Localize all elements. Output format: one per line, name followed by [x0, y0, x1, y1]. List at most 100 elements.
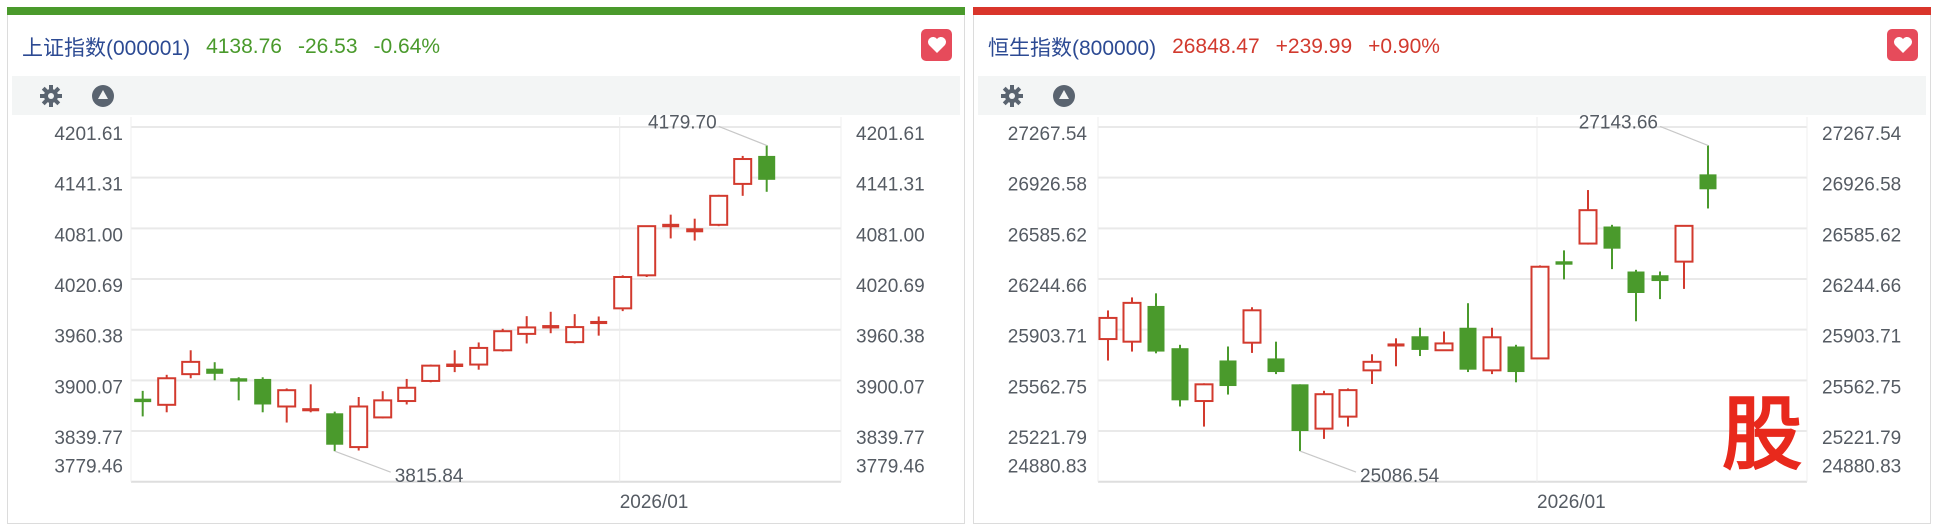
y-tick-label-left: 3839.77: [54, 428, 123, 449]
quote-header: 上证指数(000001) 4138.76 -26.53 -0.64%: [22, 33, 440, 61]
y-tick-label-right: 4020.69: [856, 276, 925, 297]
y-tick-label-left: 4201.61: [54, 124, 123, 145]
y-tick-label-left: 26244.66: [1008, 276, 1087, 297]
candle-body: [1699, 174, 1717, 190]
candle-body: [1411, 336, 1429, 350]
min-callout-line: [1299, 450, 1357, 473]
candle-body: [1578, 209, 1598, 245]
index-name[interactable]: 上证指数(000001): [22, 37, 191, 60]
max-label: 4179.70: [648, 112, 717, 133]
hsi-index-panel: 恒生指数(800000) 26848.47 +239.99 +0.90% 272…: [973, 7, 1931, 524]
candle-body: [1482, 336, 1502, 372]
y-tick-label-left: 3960.38: [54, 327, 123, 348]
index-change: -26.53: [297, 35, 358, 58]
y-tick-label-left: 3779.46: [54, 457, 123, 478]
candle-body: [1242, 309, 1262, 344]
candle-body: [326, 413, 344, 445]
min-callout-line: [334, 450, 391, 473]
candle-body: [1314, 393, 1334, 430]
y-tick-label-left: 4081.00: [54, 225, 123, 246]
candle-body: [206, 368, 224, 374]
candle-body: [662, 223, 680, 228]
candle-body: [758, 155, 776, 180]
gear-icon[interactable]: [1000, 84, 1024, 108]
y-tick-label-right: 26926.58: [1822, 175, 1901, 196]
y-tick-label-right: 25903.71: [1822, 327, 1901, 348]
candlestick-chart[interactable]: 27267.54 27267.54 26926.58 26926.58 26585.62…: [974, 0, 1932, 528]
candle-body: [446, 363, 464, 367]
y-tick-label-left: 26585.62: [1008, 225, 1087, 246]
index-change: +239.99: [1275, 35, 1353, 58]
candle-body: [565, 326, 585, 344]
y-tick-label-right: 3900.07: [856, 377, 925, 398]
candle-body: [421, 364, 441, 382]
min-label: 25086.54: [1360, 466, 1440, 487]
index-change-pct: -0.64%: [373, 35, 441, 58]
candle-body: [1219, 360, 1237, 387]
candle-body: [1098, 316, 1118, 341]
candle-body: [1459, 327, 1477, 370]
min-label: 3815.84: [395, 466, 464, 487]
candle-body: [1291, 384, 1309, 432]
index-name[interactable]: 恒生指数(800000): [988, 37, 1157, 60]
y-tick-label-right: 25562.75: [1822, 377, 1901, 398]
candle-body: [157, 377, 177, 406]
y-tick-label-right: 24880.83: [1822, 457, 1901, 478]
candle-body: [1338, 389, 1358, 418]
candle-body: [349, 405, 369, 449]
candle-body: [373, 399, 393, 419]
y-tick-label-right: 4081.00: [856, 225, 925, 246]
y-tick-label-right: 25221.79: [1822, 428, 1901, 449]
y-tick-label-right: 4201.61: [856, 124, 925, 145]
candle-body: [590, 320, 608, 325]
trend-bar: [7, 7, 965, 15]
candle-body: [1194, 383, 1214, 403]
favorite-button[interactable]: [921, 29, 952, 61]
candle-body: [1674, 224, 1694, 263]
chart-toolbar: [12, 76, 960, 115]
chart-toolbar: [978, 76, 1926, 115]
candle-body: [686, 228, 704, 233]
y-tick-label-right: 26585.62: [1822, 225, 1901, 246]
candle-body: [397, 386, 417, 403]
y-tick-label-left: 4141.31: [54, 175, 123, 196]
max-callout-line: [718, 125, 767, 146]
candle-body: [1603, 226, 1621, 249]
candle-body: [542, 325, 560, 329]
y-tick-label-left: 4020.69: [54, 276, 123, 297]
heart-icon: [1893, 37, 1912, 53]
candle-body: [230, 378, 248, 382]
sse-index-panel: 上证指数(000001) 4138.76 -26.53 -0.64% 4201.…: [7, 7, 965, 524]
candle-body: [1507, 346, 1525, 373]
gear-icon[interactable]: [39, 84, 63, 108]
candle-body: [277, 389, 297, 408]
y-tick-label-left: 24880.83: [1008, 457, 1087, 478]
candle-body: [1147, 305, 1165, 352]
candle-body: [302, 408, 320, 412]
triangle-up-icon[interactable]: [91, 84, 115, 108]
y-tick-label-right: 26244.66: [1822, 276, 1901, 297]
y-tick-label-left: 25221.79: [1008, 428, 1087, 449]
candle-body: [1362, 360, 1382, 372]
candle-body: [493, 330, 513, 352]
quote-header: 恒生指数(800000) 26848.47 +239.99 +0.90%: [988, 33, 1440, 61]
candle-body: [469, 346, 489, 366]
candle-body: [181, 360, 201, 376]
y-tick-label-left: 26926.58: [1008, 175, 1087, 196]
favorite-button[interactable]: [1887, 29, 1918, 61]
candle-body: [637, 225, 657, 277]
candle-body: [1267, 358, 1285, 373]
candle-body: [733, 158, 753, 185]
heart-icon: [927, 37, 946, 53]
candlestick-chart[interactable]: 4201.61 4201.61 4141.31 4141.31 4081.00 4081.…: [8, 0, 966, 528]
trend-bar: [973, 7, 1931, 15]
candle-body: [709, 194, 729, 226]
y-tick-label-right: 3779.46: [856, 457, 925, 478]
max-callout-line: [1659, 125, 1709, 146]
candle-body: [1555, 261, 1573, 265]
candle-body: [1387, 343, 1405, 347]
x-tick-label: 2026/01: [1537, 492, 1606, 513]
index-price: 26848.47: [1172, 35, 1260, 58]
triangle-up-icon[interactable]: [1052, 84, 1076, 108]
y-tick-label-left: 3900.07: [54, 377, 123, 398]
